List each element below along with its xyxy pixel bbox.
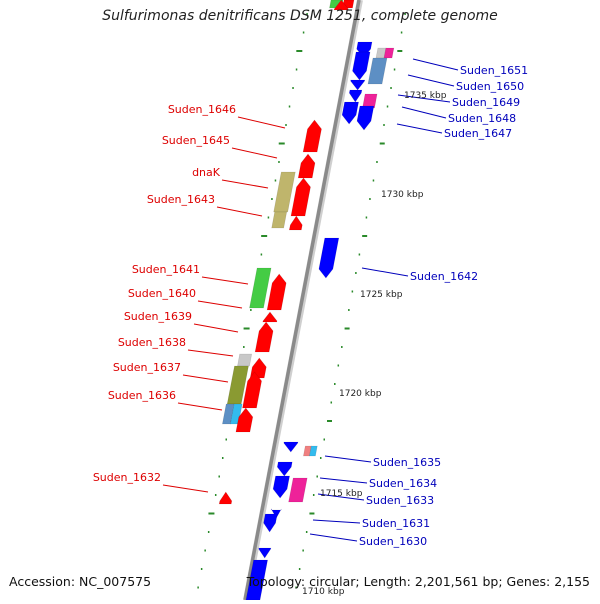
leader-line-forward xyxy=(162,484,209,493)
position-label: 1720 kbp xyxy=(339,389,382,399)
gene-feature xyxy=(288,477,308,503)
leader-line-reverse xyxy=(407,74,455,87)
gene-label-forward: dnaK xyxy=(192,166,221,179)
gene-label-forward: Suden_1646 xyxy=(168,103,236,116)
map-title: Sulfurimonas denitrificans DSM 1251, com… xyxy=(102,8,498,24)
leader-line-reverse xyxy=(361,267,409,277)
gene-feature xyxy=(235,407,254,433)
gene-feature xyxy=(218,491,233,505)
position-label: 1730 kbp xyxy=(381,190,424,200)
leader-line-forward xyxy=(231,147,278,159)
gene-label-reverse: Suden_1635 xyxy=(373,456,441,469)
gene-feature xyxy=(283,441,299,453)
gene-feature xyxy=(352,51,371,81)
gene-label-reverse: Suden_1633 xyxy=(366,494,434,507)
gene-label-forward: Suden_1632 xyxy=(93,471,161,484)
gene-label-forward: Suden_1645 xyxy=(162,134,230,147)
accession-text: Accession: NC_007575 xyxy=(9,574,152,589)
gene-label-forward: Suden_1643 xyxy=(147,193,215,206)
leader-line-forward xyxy=(177,402,223,411)
gene-feature xyxy=(362,93,378,109)
gene-label-forward: Suden_1636 xyxy=(108,389,176,402)
gene-labels: Suden_1646 Suden_1645 dnaK Suden_1643 Suden_… xyxy=(93,64,528,548)
gene-feature xyxy=(270,508,282,519)
gene-feature xyxy=(302,119,322,153)
gene-feature xyxy=(271,211,288,229)
gene-label-forward: Suden_1640 xyxy=(128,287,196,300)
leader-line-forward xyxy=(193,323,239,333)
gene-label-reverse: Suden_1630 xyxy=(359,535,427,548)
gene-feature xyxy=(272,475,290,499)
leader-line-forward xyxy=(182,374,229,383)
leader-line-reverse xyxy=(412,58,459,71)
gene-feature xyxy=(262,311,278,323)
gene-feature xyxy=(276,461,293,477)
gene-feature xyxy=(288,215,303,231)
gene-feature xyxy=(341,101,359,125)
leader-line-forward xyxy=(187,349,234,357)
gene-feature xyxy=(263,513,278,533)
gene-label-reverse: Suden_1650 xyxy=(456,80,524,93)
leader-line-reverse xyxy=(324,455,372,463)
leader-line-reverse xyxy=(312,519,361,524)
leader-line-forward xyxy=(197,300,243,309)
gene-feature xyxy=(254,321,274,353)
leader-line-reverse xyxy=(401,106,447,119)
position-label: 1735 kbp xyxy=(404,91,447,101)
leader-line-reverse xyxy=(309,533,358,542)
gene-label-forward: Suden_1641 xyxy=(132,263,200,276)
position-label: 1710 kbp xyxy=(302,587,345,597)
gene-feature xyxy=(273,171,296,213)
gene-label-reverse: Suden_1634 xyxy=(369,477,437,490)
summary-text: Topology: circular; Length: 2,201,561 bp… xyxy=(246,574,590,589)
position-label: 1715 kbp xyxy=(320,489,363,499)
gene-feature xyxy=(383,47,395,59)
leader-line-forward xyxy=(221,179,269,189)
gene-feature xyxy=(350,79,366,91)
gene-label-reverse: Suden_1631 xyxy=(362,517,430,530)
gene-feature xyxy=(348,89,363,103)
position-labels: 1735 kbp 1730 kbp 1725 kbp 1720 kbp 1715 kbp… xyxy=(302,91,447,597)
gene-feature xyxy=(318,237,340,279)
gene-feature xyxy=(242,371,262,409)
gene-label-forward: Suden_1638 xyxy=(118,336,186,349)
gene-feature xyxy=(237,353,253,367)
gene-feature xyxy=(309,445,318,457)
gene-feature xyxy=(297,153,316,179)
gene-label-reverse: Suden_1651 xyxy=(460,64,528,77)
gene-feature xyxy=(333,0,349,11)
gene-label-reverse: Suden_1648 xyxy=(448,112,516,125)
leader-line-reverse xyxy=(319,477,368,484)
leader-line-reverse xyxy=(397,94,451,103)
gene-feature xyxy=(356,105,375,131)
gene-label-reverse: Suden_1642 xyxy=(410,270,478,283)
backbone-line xyxy=(243,0,361,601)
gene-feature xyxy=(258,547,272,559)
leader-line-forward xyxy=(216,206,263,217)
gene-features xyxy=(218,0,395,601)
gene-feature xyxy=(266,273,287,311)
gene-label-reverse: Suden_1647 xyxy=(444,127,512,140)
leader-line-reverse xyxy=(317,493,365,501)
label-leader-lines xyxy=(162,58,459,542)
gene-feature xyxy=(367,57,388,85)
gene-feature xyxy=(290,177,311,217)
gene-feature xyxy=(249,267,272,309)
gene-label-reverse: Suden_1649 xyxy=(452,96,520,109)
position-label: 1725 kbp xyxy=(360,290,403,300)
gene-label-forward: Suden_1639 xyxy=(124,310,192,323)
leader-line-forward xyxy=(201,276,249,285)
leader-line-reverse xyxy=(396,123,443,134)
gene-label-forward: Suden_1637 xyxy=(113,361,181,374)
backbone-axis xyxy=(243,0,363,601)
leader-line-forward xyxy=(237,116,286,129)
